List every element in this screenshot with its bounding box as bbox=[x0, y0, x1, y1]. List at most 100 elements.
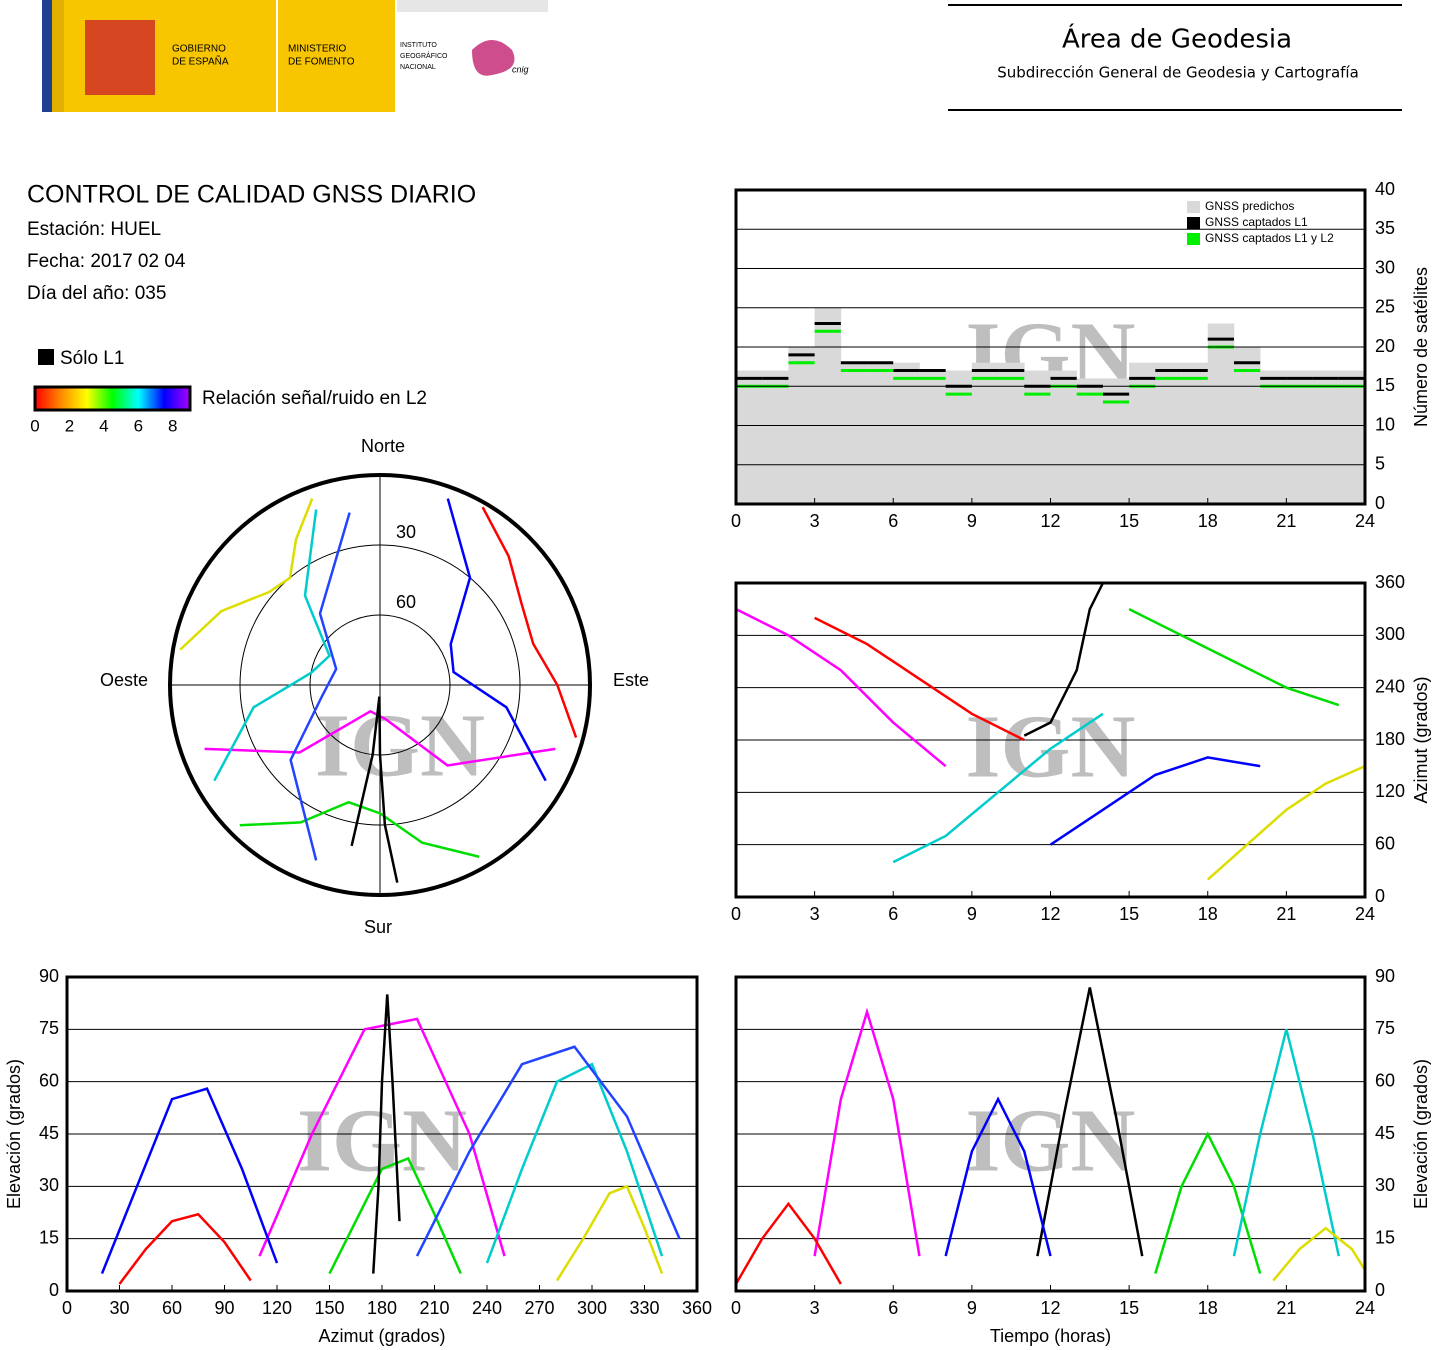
sky-track bbox=[481, 506, 578, 738]
x-axis-label: Tiempo (horas) bbox=[990, 1326, 1111, 1346]
y-axis-label: Número de satélites bbox=[1411, 267, 1431, 427]
x-tick-label: 210 bbox=[419, 1298, 449, 1318]
x-tick-label: 330 bbox=[629, 1298, 659, 1318]
y-tick-label: 30 bbox=[39, 1175, 59, 1195]
x-tick-label: 24 bbox=[1355, 1298, 1375, 1318]
track bbox=[1049, 756, 1261, 846]
info-line: Fecha: 2017 02 04 bbox=[27, 251, 186, 272]
y-tick-label: 0 bbox=[1375, 1280, 1385, 1300]
predicted-bar bbox=[736, 370, 763, 504]
track bbox=[1272, 1226, 1367, 1282]
colorbar-tick-label: 2 bbox=[65, 416, 74, 435]
x-tick-label: 6 bbox=[888, 511, 898, 531]
predicted-bar bbox=[1129, 362, 1156, 504]
x-tick-label: 0 bbox=[731, 511, 741, 531]
y-tick-label: 10 bbox=[1375, 414, 1395, 434]
info-line: Estación: HUEL bbox=[27, 219, 161, 240]
y-tick-label: 30 bbox=[1375, 1175, 1395, 1195]
predicted-bar bbox=[867, 362, 894, 504]
track bbox=[813, 1007, 921, 1257]
elevation-ring bbox=[239, 544, 521, 826]
track bbox=[415, 1045, 681, 1257]
logo-text: NACIONAL bbox=[400, 64, 436, 71]
x-tick-label: 3 bbox=[810, 904, 820, 924]
y-tick-label: 60 bbox=[1375, 1070, 1395, 1090]
plot-frame bbox=[734, 975, 1367, 1293]
x-tick-label: 21 bbox=[1276, 904, 1296, 924]
legend-swatch bbox=[1187, 233, 1200, 245]
track bbox=[944, 1096, 1052, 1257]
x-tick-label: 24 bbox=[1355, 904, 1375, 924]
y-tick-label: 15 bbox=[39, 1227, 59, 1247]
predicted-bar bbox=[840, 362, 868, 504]
y-tick-label: 300 bbox=[1375, 624, 1405, 644]
y-tick-label: 180 bbox=[1375, 729, 1405, 749]
sky-track bbox=[213, 509, 331, 782]
y-tick-label: 60 bbox=[39, 1070, 59, 1090]
x-tick-label: 3 bbox=[810, 511, 820, 531]
predicted-bar bbox=[1207, 323, 1235, 504]
y-tick-label: 90 bbox=[39, 966, 59, 986]
plot-frame bbox=[734, 188, 1367, 506]
y-tick-label: 120 bbox=[1375, 781, 1405, 801]
predicted-bar bbox=[1050, 370, 1078, 504]
y-tick-label: 15 bbox=[1375, 1227, 1395, 1247]
x-axis-label: Azimut (grados) bbox=[318, 1326, 445, 1346]
info-line: Día del año: 035 bbox=[27, 283, 166, 304]
colorbar-tick-label: 0 bbox=[30, 416, 39, 435]
x-tick-label: 180 bbox=[367, 1298, 397, 1318]
predicted-bar bbox=[893, 362, 920, 504]
predicted-bar bbox=[1260, 370, 1287, 504]
x-tick-label: 21 bbox=[1276, 1298, 1296, 1318]
track bbox=[118, 1212, 252, 1285]
legend-swatch bbox=[38, 349, 54, 365]
legend-swatch bbox=[1187, 201, 1200, 213]
y-tick-label: 240 bbox=[1375, 676, 1405, 696]
track bbox=[1206, 765, 1366, 881]
logo-text: MINISTERIO bbox=[288, 44, 347, 55]
predicted-bar bbox=[1181, 362, 1209, 504]
y-tick-label: 20 bbox=[1375, 336, 1395, 356]
sky-track bbox=[179, 498, 314, 651]
predicted-bar bbox=[1286, 370, 1313, 504]
track bbox=[734, 1201, 842, 1285]
x-tick-label: 3 bbox=[810, 1298, 820, 1318]
legend-swatch bbox=[1187, 217, 1200, 229]
track bbox=[555, 1184, 664, 1282]
y-tick-label: 45 bbox=[1375, 1123, 1395, 1143]
direction-label: Este bbox=[613, 670, 649, 690]
legend-label: GNSS predichos bbox=[1205, 199, 1294, 213]
x-tick-label: 24 bbox=[1355, 511, 1375, 531]
direction-label: Norte bbox=[361, 436, 405, 456]
track bbox=[1128, 608, 1340, 707]
coat-of-arms bbox=[85, 20, 155, 95]
predicted-bar bbox=[1024, 370, 1051, 504]
predicted-bar bbox=[1338, 370, 1366, 504]
x-tick-label: 15 bbox=[1119, 1298, 1139, 1318]
predicted-bar bbox=[945, 370, 973, 504]
flag-stripe bbox=[52, 0, 64, 112]
ministry-logo bbox=[278, 0, 395, 112]
predicted-bar bbox=[1102, 378, 1130, 504]
x-tick-label: 18 bbox=[1198, 1298, 1218, 1318]
predicted-bar bbox=[814, 307, 842, 504]
y-axis-label: Elevación (grados) bbox=[4, 1059, 24, 1209]
watermark: IGN bbox=[315, 697, 485, 796]
y-tick-label: 75 bbox=[1375, 1018, 1395, 1038]
logo-text: cnig bbox=[512, 64, 529, 74]
x-tick-label: 6 bbox=[888, 1298, 898, 1318]
header-subtitle: Subdirección General de Geodesia y Carto… bbox=[997, 64, 1359, 82]
sky-track bbox=[239, 800, 480, 858]
watermark: IGN bbox=[965, 1091, 1135, 1190]
logo-text: GOBIERNO bbox=[172, 44, 226, 55]
colorbar-tick-label: 6 bbox=[134, 416, 143, 435]
sky-track bbox=[289, 512, 351, 861]
legend-label: GNSS captados L1 y L2 bbox=[1205, 231, 1334, 245]
y-tick-label: 90 bbox=[1375, 966, 1395, 986]
report-title: CONTROL DE CALIDAD GNSS DIARIO bbox=[27, 181, 476, 209]
x-tick-label: 12 bbox=[1040, 1298, 1060, 1318]
y-tick-label: 0 bbox=[1375, 886, 1385, 906]
